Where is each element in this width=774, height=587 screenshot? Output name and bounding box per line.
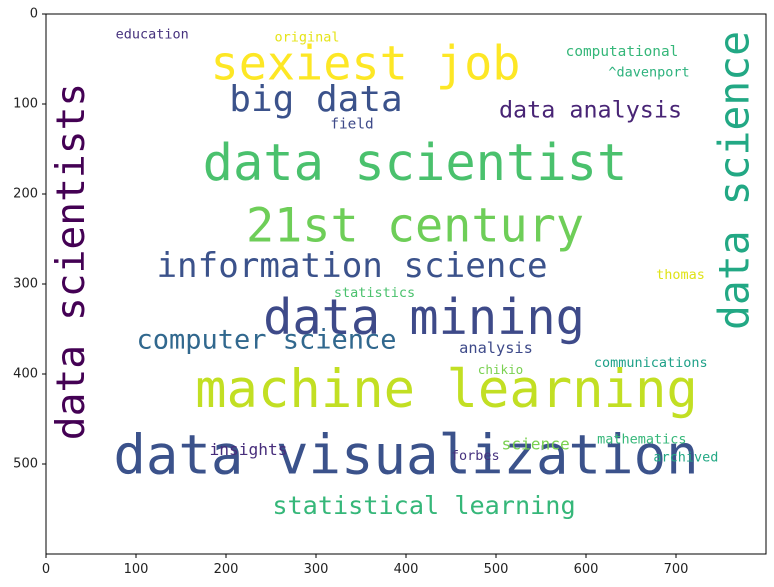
word-education: education	[116, 27, 189, 43]
x-tick-label: 500	[484, 562, 509, 577]
word-21st-century: 21st century	[246, 199, 584, 253]
word-chikio: chikio	[478, 362, 524, 377]
word-information-science: information science	[156, 246, 547, 286]
x-tick-label: 0	[42, 562, 50, 577]
x-tick-label: 400	[394, 562, 419, 577]
word-data-visualization: data visualization	[113, 424, 698, 487]
word-data-analysis: data analysis	[499, 95, 682, 123]
word-data-science: data science	[711, 31, 759, 330]
word-insights: insights	[210, 440, 288, 459]
word-forbes: forbes	[451, 448, 500, 464]
word-statistics: statistics	[334, 285, 415, 301]
word-thomas: thomas	[656, 267, 705, 283]
y-tick-label: 0	[30, 7, 38, 22]
x-axis: 0 100 200 300 400 500 600 700	[42, 554, 689, 577]
word-original: original	[274, 29, 339, 45]
x-tick-label: 300	[304, 562, 329, 577]
word-mathematics: mathematics	[597, 432, 686, 448]
word-communications: communications	[594, 355, 708, 371]
word-field: field	[330, 117, 373, 133]
plot-frame	[45, 13, 767, 555]
word-computational: computational	[566, 44, 679, 60]
word-layer: sexiest job data scientist 21st century big…	[48, 27, 758, 520]
word-big-data: big data	[229, 79, 402, 120]
y-tick-label: 300	[13, 277, 38, 292]
word-archived: archived	[653, 450, 718, 466]
word-machine-learning: machine learning	[195, 360, 698, 420]
word-data-scientist: data scientist	[203, 133, 628, 192]
word-data-mining: data mining	[263, 290, 585, 346]
y-axis: 0 100 200 300 400 500	[13, 7, 46, 472]
y-tick-label: 400	[13, 367, 38, 382]
word-science: science	[501, 435, 569, 454]
word-data-scientists: data scientists	[48, 83, 94, 440]
x-tick-label: 700	[664, 562, 689, 577]
word-statistical-learning: statistical learning	[272, 491, 575, 520]
y-tick-label: 200	[13, 187, 38, 202]
x-tick-label: 200	[214, 562, 239, 577]
y-tick-label: 500	[13, 457, 38, 472]
word--davenport: ^davenport	[608, 65, 689, 81]
word-analysis: analysis	[459, 339, 533, 357]
word-sexiest-job: sexiest job	[211, 37, 521, 91]
x-tick-label: 100	[124, 562, 149, 577]
word-computer-science: computer science	[136, 324, 396, 355]
x-tick-label: 600	[574, 562, 599, 577]
y-tick-label: 100	[13, 97, 38, 112]
